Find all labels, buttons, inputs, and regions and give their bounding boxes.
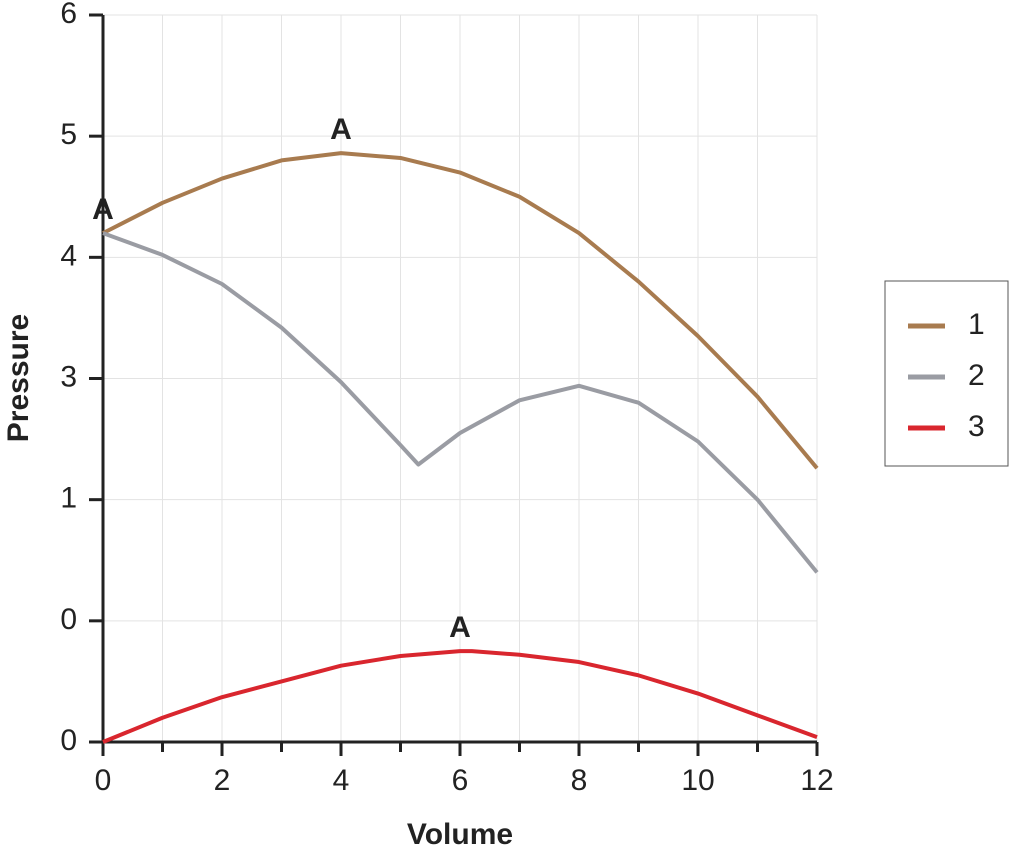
y-tick-label: 5 [60, 118, 77, 151]
x-tick-label: 10 [681, 764, 714, 797]
annotation: A [92, 193, 114, 226]
annotation: A [330, 113, 352, 146]
x-tick-label: 4 [333, 764, 350, 797]
y-tick-label: 1 [60, 482, 77, 515]
y-tick-label: 3 [60, 360, 77, 393]
y-tick-label: 0 [60, 603, 77, 636]
y-tick-label: 0 [60, 724, 77, 757]
x-axis-title: Volume [407, 818, 513, 851]
data-line [102, 231, 819, 574]
data-line [102, 151, 819, 470]
legend-label: 3 [968, 410, 985, 443]
data-line [102, 649, 818, 744]
x-tick-label: 0 [95, 764, 112, 797]
legend-label: 2 [968, 359, 985, 392]
y-axis-title: Pressure [2, 314, 35, 442]
x-tick-label: 2 [214, 764, 231, 797]
y-tick-label: 4 [60, 239, 77, 272]
x-tick-label: 12 [800, 764, 833, 797]
y-tick-label: 6 [60, 0, 77, 30]
x-tick-label: 6 [452, 764, 469, 797]
annotation: A [449, 611, 471, 644]
legend-label: 1 [968, 308, 985, 341]
legend-box [884, 280, 1009, 467]
x-tick-label: 8 [571, 764, 588, 797]
